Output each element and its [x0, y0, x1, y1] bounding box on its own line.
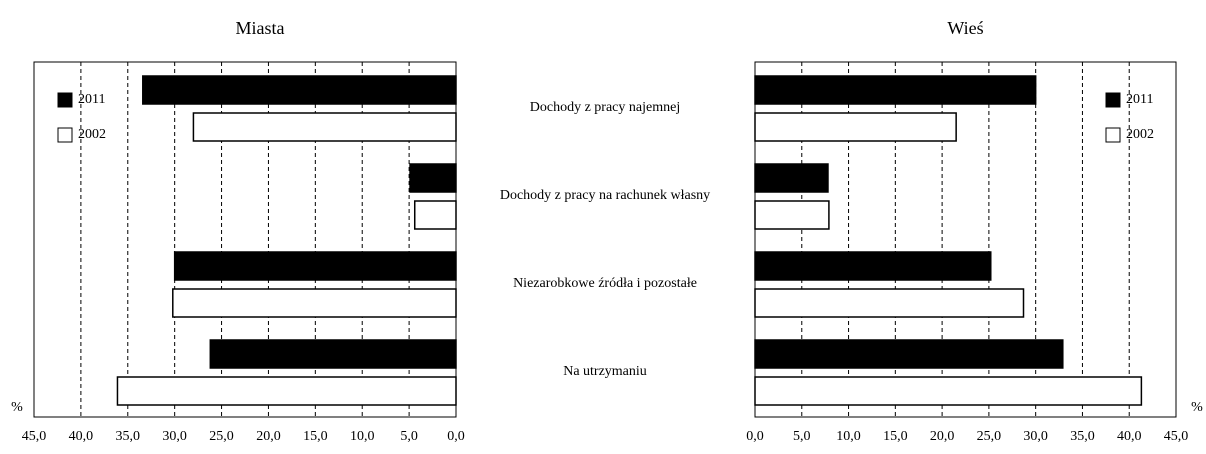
legend-label: 2002 [78, 127, 106, 142]
x-tick-label: 20,0 [256, 429, 281, 444]
x-tick-label: 0,0 [447, 429, 465, 444]
bar [754, 75, 1037, 105]
bar [754, 376, 1143, 406]
x-tick-label: 40,0 [1117, 429, 1142, 444]
bar [209, 339, 457, 369]
x-tick-label: 20,0 [930, 429, 955, 444]
bar [754, 288, 1025, 318]
x-tick-label: 5,0 [793, 429, 811, 444]
bar [172, 288, 457, 318]
axis-label: % [1191, 400, 1203, 415]
legend-swatch [57, 127, 73, 143]
bar [142, 75, 457, 105]
category-label: Na utrzymaniu [563, 364, 647, 379]
x-tick-label: 30,0 [1023, 429, 1048, 444]
bar [116, 376, 457, 406]
bar [754, 163, 829, 193]
x-tick-label: 15,0 [883, 429, 908, 444]
legend-swatch [1105, 92, 1121, 108]
category-label: Niezarobkowe źródła i pozostałe [513, 276, 697, 291]
bar [192, 112, 457, 142]
bar [754, 112, 957, 142]
x-tick-label: 0,0 [746, 429, 764, 444]
x-tick-label: 25,0 [977, 429, 1002, 444]
x-tick-label: 45,0 [22, 429, 47, 444]
legend-swatch [57, 92, 73, 108]
chart-title: Miasta [236, 18, 285, 38]
x-tick-label: 40,0 [69, 429, 94, 444]
bar [173, 251, 457, 281]
legend-label: 2011 [78, 92, 105, 107]
bar [754, 339, 1064, 369]
x-tick-label: 10,0 [350, 429, 375, 444]
bar [754, 200, 830, 230]
category-label: Dochody z pracy na rachunek własny [500, 188, 710, 203]
chart-title: Wieś [947, 18, 983, 38]
category-label: Dochody z pracy najemnej [530, 100, 680, 115]
bar [754, 251, 992, 281]
x-tick-label: 35,0 [116, 429, 141, 444]
bar [413, 200, 457, 230]
x-tick-label: 10,0 [836, 429, 861, 444]
x-tick-label: 25,0 [209, 429, 234, 444]
x-tick-label: 35,0 [1070, 429, 1095, 444]
x-tick-label: 45,0 [1164, 429, 1189, 444]
legend-swatch [1105, 127, 1121, 143]
axis-label: % [11, 400, 23, 415]
x-tick-label: 30,0 [162, 429, 187, 444]
legend-label: 2002 [1126, 127, 1154, 142]
x-tick-label: 5,0 [400, 429, 418, 444]
x-tick-label: 15,0 [303, 429, 328, 444]
bar [409, 163, 457, 193]
legend-label: 2011 [1126, 92, 1153, 107]
